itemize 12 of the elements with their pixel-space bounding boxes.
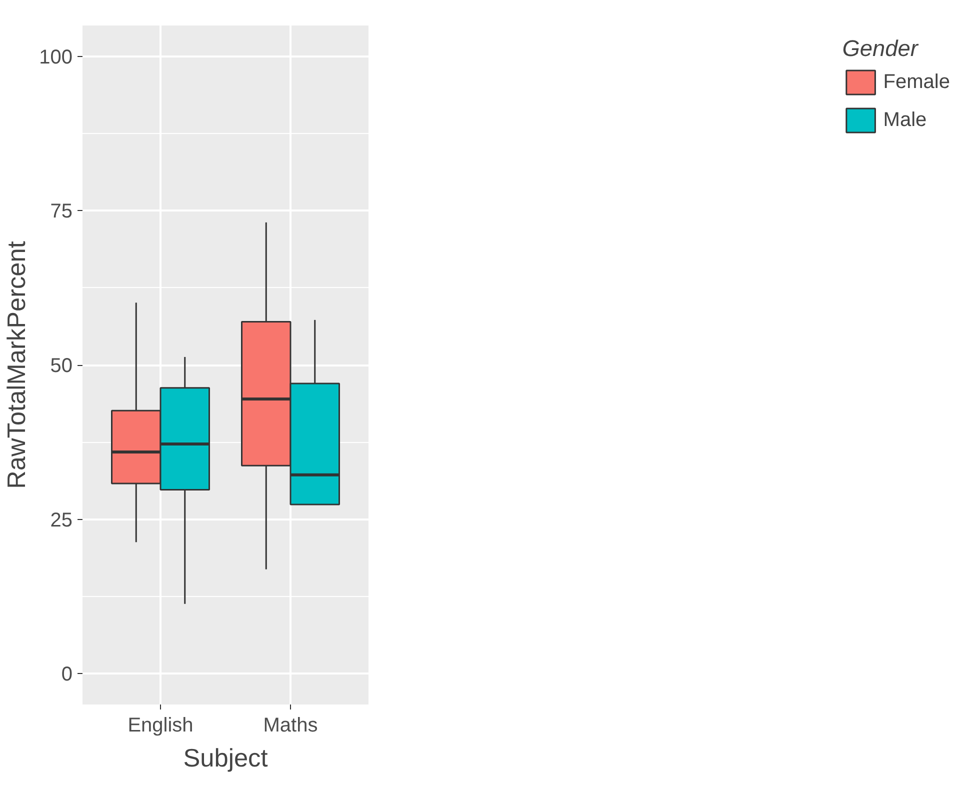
y-tick-label: 50 [50, 355, 73, 377]
y-axis-title: RawTotalMarkPercent [3, 241, 32, 489]
legend-label: Male [883, 108, 927, 132]
y-tick-label: 25 [50, 509, 73, 532]
x-axis-title: Subject [183, 744, 268, 772]
legend-title: Gender [842, 35, 920, 62]
legend-label: Female [883, 70, 950, 94]
y-tick-label: 75 [50, 200, 73, 223]
y-tick-label: 0 [61, 664, 72, 686]
y-tick-label: 100 [39, 46, 73, 68]
x-tick-label: Maths [263, 714, 318, 736]
x-tick-label: English [128, 714, 194, 736]
